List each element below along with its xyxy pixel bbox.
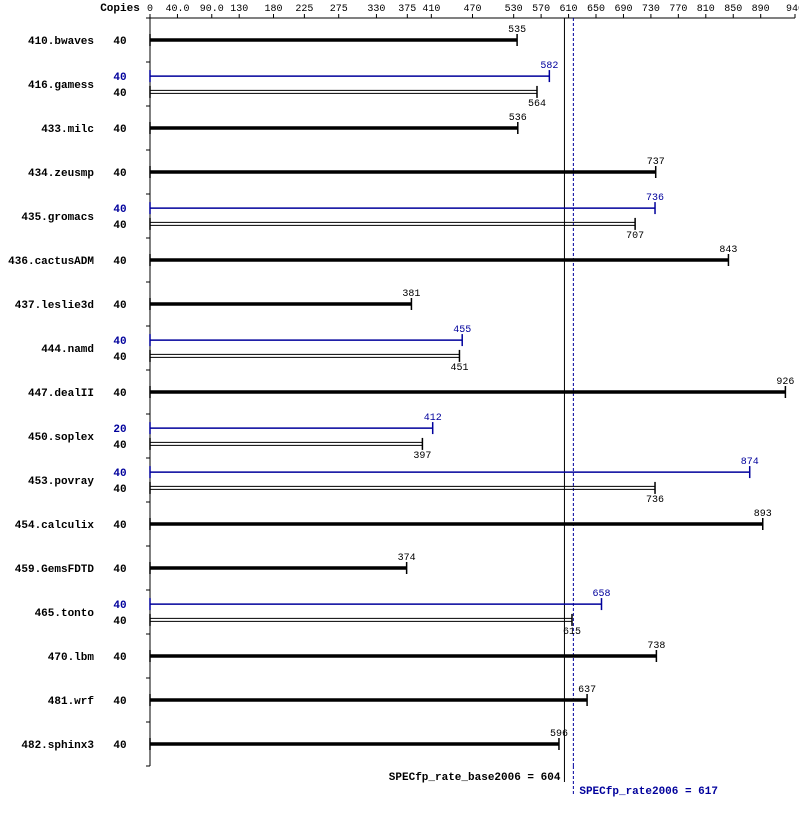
copies-value-peak: 40 [113, 600, 126, 612]
axis-tick-label: 690 [614, 4, 632, 15]
benchmark-label: 465.tonto [35, 608, 95, 620]
axis-tick-label: 530 [505, 4, 523, 15]
bar-value: 736 [646, 193, 664, 204]
bar-value: 893 [754, 509, 772, 520]
axis-tick-label: 330 [367, 4, 385, 15]
copies-value: 40 [113, 256, 126, 268]
bar-value: 738 [647, 641, 665, 652]
copies-value-peak: 40 [113, 204, 126, 216]
bar-value: 451 [450, 363, 468, 374]
bar-value: 736 [646, 495, 664, 506]
axis-tick-label: 90.0 [200, 4, 224, 15]
bar-value: 564 [528, 99, 546, 110]
benchmark-label: 482.sphinx3 [21, 740, 94, 752]
copies-value-base: 40 [113, 484, 126, 496]
copies-value-base: 40 [113, 440, 126, 452]
axis-tick-label: 610 [560, 4, 578, 15]
axis-tick-label: 470 [463, 4, 481, 15]
axis-tick-label: 570 [532, 4, 550, 15]
axis-tick-label: 730 [642, 4, 660, 15]
benchmark-label: 436.cactusADM [8, 256, 94, 268]
bar-value: 596 [550, 729, 568, 740]
copies-value-base: 40 [113, 220, 126, 232]
copies-value-peak: 40 [113, 336, 126, 348]
axis-tick-label: 375 [398, 4, 416, 15]
benchmark-label: 437.leslie3d [15, 300, 94, 312]
copies-value: 40 [113, 740, 126, 752]
copies-value: 40 [113, 388, 126, 400]
bar-value: 843 [719, 245, 737, 256]
benchmark-label: 433.milc [41, 124, 94, 136]
summary-peak: SPECfp_rate2006 = 617 [579, 786, 718, 798]
axis-tick-label: 40.0 [165, 4, 189, 15]
axis-tick-label: 650 [587, 4, 605, 15]
copies-value: 40 [113, 520, 126, 532]
benchmark-label: 447.dealII [28, 388, 94, 400]
axis-tick-label: 890 [752, 4, 770, 15]
bar-value: 707 [626, 231, 644, 242]
bar-value: 455 [453, 325, 471, 336]
benchmark-label: 435.gromacs [21, 212, 94, 224]
axis-tick-label: 275 [330, 4, 348, 15]
benchmark-label: 416.gamess [28, 80, 94, 92]
copies-value: 40 [113, 652, 126, 664]
copies-value: 40 [113, 168, 126, 180]
bar-value: 615 [563, 627, 581, 638]
copies-value-peak: 20 [113, 424, 126, 436]
axis-tick-label: 225 [295, 4, 313, 15]
copies-value-base: 40 [113, 352, 126, 364]
benchmark-label: 453.povray [28, 476, 94, 488]
benchmark-label: 444.namd [41, 344, 94, 356]
bar-value: 637 [578, 685, 596, 696]
bar-value: 874 [741, 457, 759, 468]
bar-value: 381 [402, 289, 420, 300]
benchmark-label: 450.soplex [28, 432, 94, 444]
copies-value-peak: 40 [113, 72, 126, 84]
copies-value-peak: 40 [113, 468, 126, 480]
axis-tick-label: 130 [230, 4, 248, 15]
bar-value: 412 [424, 413, 442, 424]
summary-base: SPECfp_rate_base2006 = 604 [389, 772, 561, 784]
bar-value: 374 [398, 553, 416, 564]
benchmark-label: 434.zeusmp [28, 168, 94, 180]
bar-value: 737 [647, 157, 665, 168]
copies-header: Copies [100, 3, 140, 15]
copies-value: 40 [113, 564, 126, 576]
benchmark-label: 410.bwaves [28, 36, 94, 48]
bar-value: 536 [509, 113, 527, 124]
benchmark-label: 454.calculix [15, 520, 95, 532]
axis-tick-label: 180 [265, 4, 283, 15]
bar-value: 397 [413, 451, 431, 462]
bar-value: 535 [508, 25, 526, 36]
axis-tick-label: 940 [786, 4, 799, 15]
bar-value: 926 [776, 377, 794, 388]
axis-tick-label: 850 [724, 4, 742, 15]
bar-value: 658 [592, 589, 610, 600]
bar-value: 582 [540, 61, 558, 72]
copies-value-base: 40 [113, 88, 126, 100]
axis-tick-label: 810 [697, 4, 715, 15]
benchmark-label: 481.wrf [48, 696, 95, 708]
benchmark-label: 459.GemsFDTD [15, 564, 95, 576]
benchmark-label: 470.lbm [48, 652, 95, 664]
axis-tick-label: 410 [422, 4, 440, 15]
copies-value: 40 [113, 36, 126, 48]
copies-value: 40 [113, 300, 126, 312]
copies-value: 40 [113, 124, 126, 136]
axis-tick-label: 0 [147, 4, 153, 15]
axis-tick-label: 770 [669, 4, 687, 15]
benchmark-chart: 0 40.0 90.0 130 180 225 275 330 375 410 470 530 570 6… [0, 0, 799, 831]
copies-value: 40 [113, 696, 126, 708]
copies-value-base: 40 [113, 616, 126, 628]
